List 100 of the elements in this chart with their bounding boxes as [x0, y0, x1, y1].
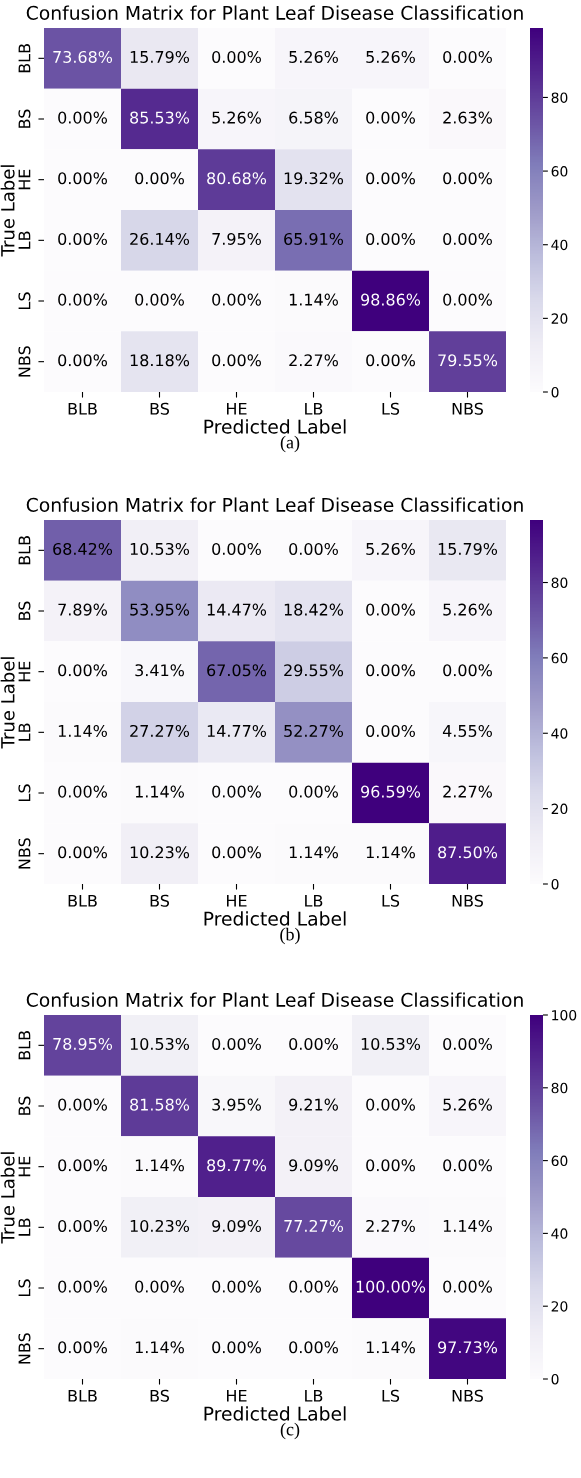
y-tick-label: HE: [18, 1156, 31, 1177]
data-label: 68.42%: [53, 542, 113, 555]
data-label: 0.00%: [289, 1280, 338, 1293]
y-tick-label: LB: [18, 723, 31, 741]
y-tick-label: BLB: [18, 1031, 31, 1060]
y-axis-title: True Label: [0, 1152, 15, 1244]
data-label: 96.59%: [361, 785, 421, 798]
data-label: 0.00%: [366, 354, 415, 367]
data-label: 14.47%: [207, 603, 267, 616]
data-label: 15.79%: [130, 50, 190, 63]
color-bar-label: 80: [551, 577, 568, 588]
data-label: 10.53%: [361, 1037, 421, 1050]
data-label: 65.91%: [284, 232, 344, 245]
y-tick-label: LB: [18, 1218, 31, 1236]
x-tick-label: HE: [227, 1389, 247, 1402]
data-label: 0.00%: [443, 1159, 492, 1172]
data-label: 0.00%: [135, 1280, 184, 1293]
data-label: 0.00%: [58, 354, 107, 367]
y-tick-label: HE: [18, 661, 31, 682]
data-label: 18.18%: [130, 354, 190, 367]
data-label: 0.00%: [443, 172, 492, 185]
data-label: 81.58%: [130, 1098, 190, 1111]
x-tick-label: BS: [150, 894, 170, 907]
y-tick-label: BS: [18, 601, 31, 620]
data-label: 27.27%: [130, 724, 190, 737]
data-label: 53.95%: [130, 603, 190, 616]
data-label: 0.00%: [58, 1341, 107, 1354]
x-tick-label: LB: [305, 1389, 323, 1402]
data-label: 0.00%: [58, 1159, 107, 1172]
data-label: 0.00%: [289, 1341, 338, 1354]
data-label: 2.63%: [443, 111, 492, 124]
data-label: 3.95%: [212, 1098, 261, 1111]
color-bar-label: 60: [551, 166, 568, 177]
data-label: 0.00%: [212, 1037, 261, 1050]
text: (c): [280, 1422, 300, 1440]
data-label: 0.00%: [212, 846, 261, 859]
x-tick-label: BLB: [68, 1389, 97, 1402]
y-tick-label: LS: [18, 1279, 31, 1296]
data-label: 10.53%: [130, 1037, 190, 1050]
data-label: 0.00%: [135, 293, 184, 306]
data-label: 0.00%: [58, 111, 107, 124]
data-label: 10.23%: [130, 846, 190, 859]
data-label: 1.14%: [443, 1219, 492, 1232]
data-label: 0.00%: [366, 1098, 415, 1111]
x-tick-label: LS: [382, 1389, 400, 1402]
data-label: 0.00%: [443, 1280, 492, 1293]
color-bar-label: 40: [551, 728, 568, 739]
x-tick-label: HE: [227, 402, 247, 415]
color-bar-label: 80: [551, 1082, 568, 1094]
data-label: 7.95%: [212, 232, 261, 245]
x-tick-label: NBS: [452, 1389, 483, 1402]
y-tick-label: NBS: [18, 346, 31, 377]
data-label: 0.00%: [212, 785, 261, 798]
data-label: 1.14%: [135, 785, 184, 798]
color-bar-label: 20: [551, 1301, 568, 1312]
data-label: 1.14%: [289, 846, 338, 859]
color-bar-label: 60: [551, 652, 568, 664]
data-label: 1.14%: [366, 1341, 415, 1354]
y-tick-label: BLB: [18, 44, 31, 73]
data-label: 19.32%: [284, 172, 344, 185]
x-tick-label: LB: [305, 894, 323, 907]
color-bar-label: 0: [551, 1373, 559, 1385]
data-label: 2.27%: [289, 354, 338, 367]
data-label: 4.55%: [442, 724, 492, 737]
data-label: 9.09%: [289, 1159, 338, 1172]
data-label: 5.26%: [443, 603, 492, 616]
data-label: 52.27%: [284, 724, 344, 737]
data-label: 0.00%: [58, 846, 107, 859]
data-label: 0.00%: [58, 1098, 107, 1111]
data-label: 5.26%: [289, 50, 338, 63]
data-label: 1.14%: [366, 846, 415, 859]
data-label: 0.00%: [366, 232, 415, 245]
data-label: 1.14%: [135, 1341, 184, 1354]
data-label: 0.00%: [212, 1280, 261, 1293]
data-label: 9.21%: [289, 1098, 338, 1111]
color-bar-label: 0: [551, 878, 559, 890]
x-tick-label: LS: [382, 894, 400, 907]
data-label: 0.00%: [58, 293, 107, 306]
chart-title: Confusion Matrix for Plant Leaf Disease Classification: [26, 497, 523, 512]
data-label: 0.00%: [289, 785, 338, 798]
data-label: 80.68%: [207, 172, 267, 185]
chart-title: Confusion Matrix for Plant Leaf Disease Classification: [26, 992, 523, 1007]
y-tick-label: BLB: [18, 536, 31, 565]
data-label: 10.23%: [130, 1219, 190, 1232]
data-label: 0.00%: [366, 724, 415, 737]
data-label: 78.95%: [53, 1037, 113, 1050]
data-label: 0.00%: [366, 603, 415, 616]
x-tick-label: HE: [227, 894, 247, 907]
y-tick-label: LS: [18, 292, 31, 309]
data-label: 5.26%: [212, 111, 261, 124]
y-tick-label: LB: [18, 231, 31, 249]
data-label: 18.42%: [284, 603, 344, 616]
data-label: 0.00%: [443, 50, 492, 63]
color-bar-label: 60: [551, 1155, 568, 1167]
x-tick-label: BLB: [68, 894, 97, 907]
text: (a): [280, 435, 300, 453]
data-label: 10.53%: [130, 542, 190, 555]
data-label: 29.55%: [284, 664, 344, 677]
y-tick-label: NBS: [18, 838, 31, 869]
x-axis-title: Predicted Label: [204, 419, 346, 434]
